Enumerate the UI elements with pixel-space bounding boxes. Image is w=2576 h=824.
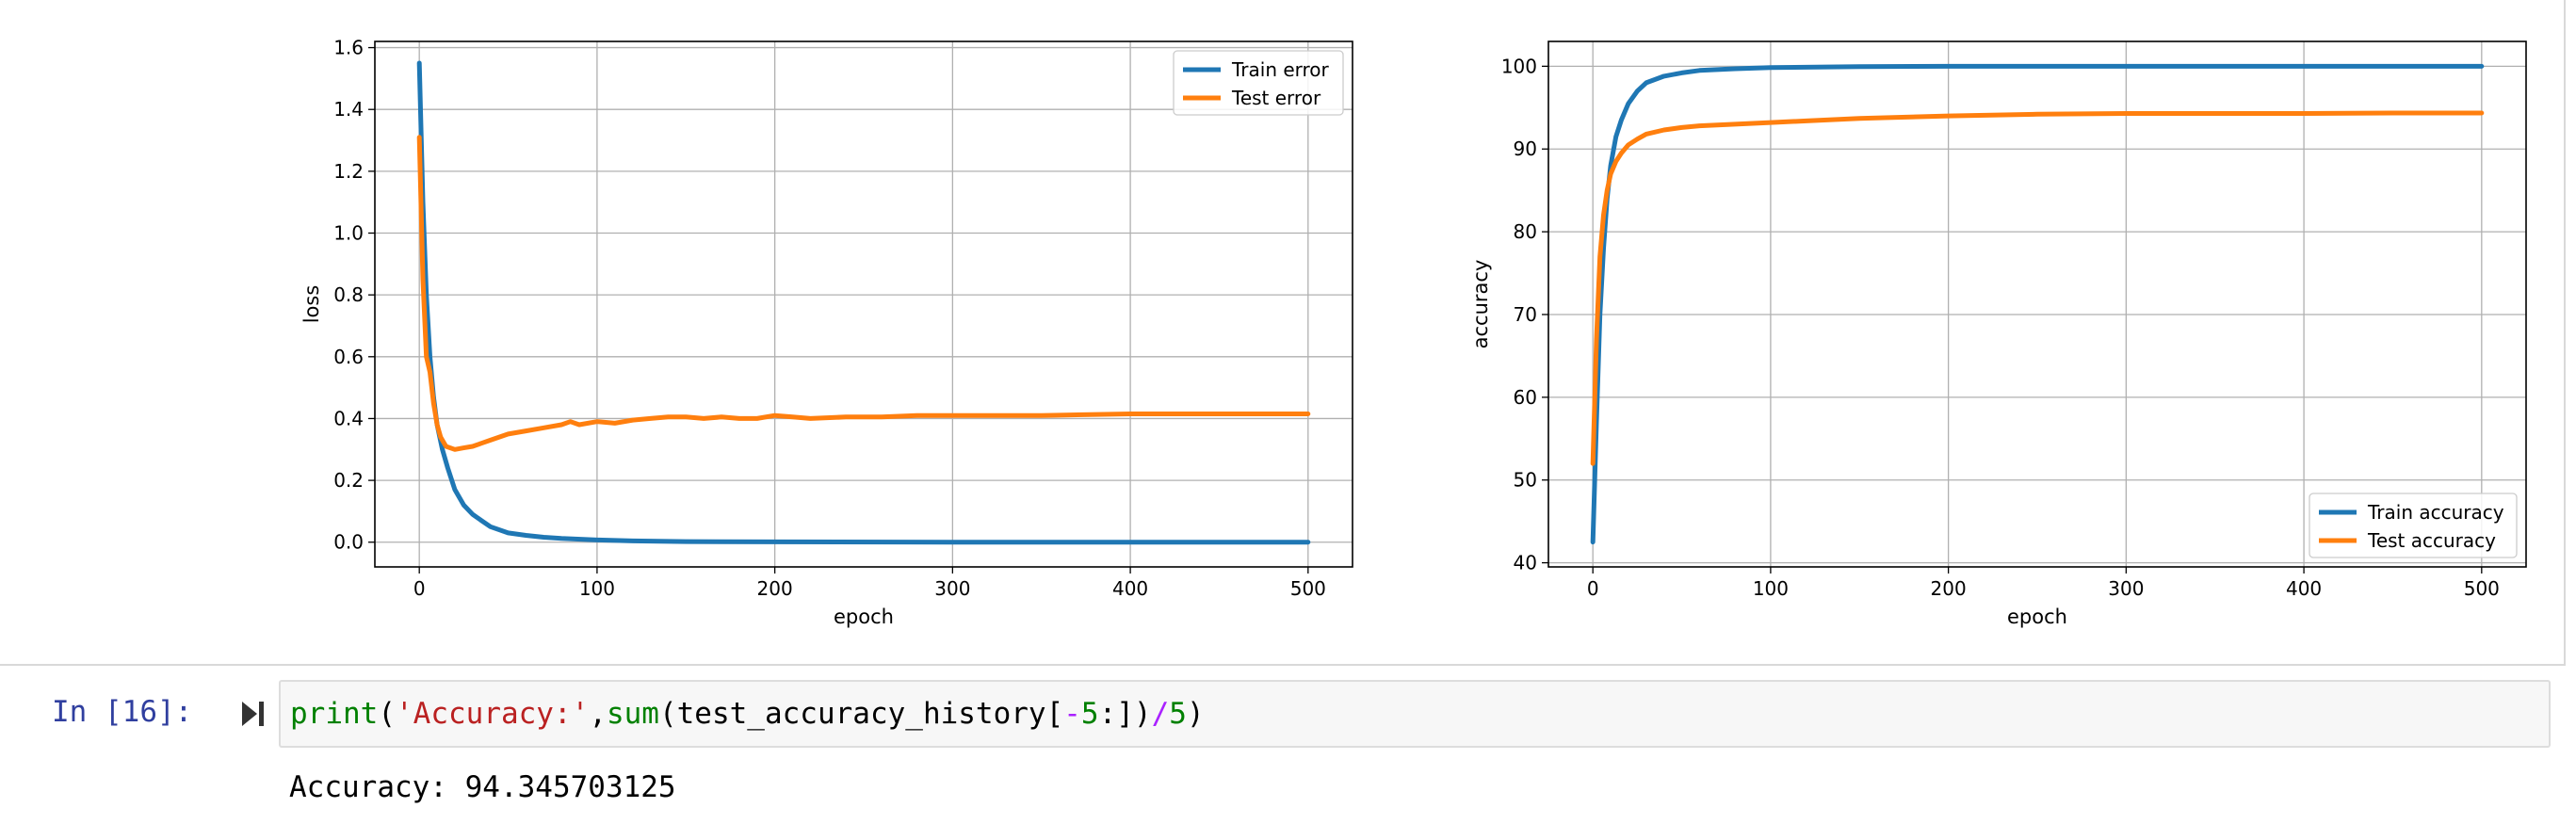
loss-chart-y-tick-label: 0.0 — [333, 531, 364, 554]
accuracy-chart-y-tick-label: 80 — [1514, 220, 1537, 243]
accuracy-chart-y-axis-label: accuracy — [1469, 260, 1492, 349]
loss-chart-x-tick-label: 400 — [1112, 577, 1148, 600]
accuracy-chart-legend: Train accuracy Test accuracy — [2309, 493, 2518, 558]
code-cell-editor[interactable]: print('Accuracy:',sum(test_accuracy_hist… — [279, 680, 2551, 748]
code-token-sum: sum — [606, 697, 659, 731]
accuracy-chart-legend-label-1: Test accuracy — [2367, 529, 2496, 552]
accuracy-chart-x-tick-label: 100 — [1753, 577, 1789, 600]
accuracy-chart-y-tick-label: 70 — [1514, 303, 1537, 326]
loss-chart-y-tick-label: 1.2 — [333, 160, 364, 183]
accuracy-chart-legend-label-0: Train accuracy — [2367, 501, 2504, 524]
code-token-comma: , — [589, 697, 607, 731]
loss-chart-x-tick-label: 200 — [757, 577, 793, 600]
accuracy-chart-y-tick-label: 100 — [1501, 55, 1537, 77]
accuracy-chart-y-tick-label: 40 — [1514, 552, 1537, 574]
code-token-minus: - — [1063, 697, 1081, 731]
code-token-paren: ( — [378, 697, 396, 731]
loss-chart-y-tick-label: 0.2 — [333, 469, 364, 492]
loss-chart-y-tick-label: 1.6 — [333, 37, 364, 59]
loss-chart-y-tick-label: 0.6 — [333, 346, 364, 368]
code-token-divisor: 5 — [1169, 697, 1187, 731]
loss-chart-y-tick-label: 1.4 — [333, 98, 364, 121]
loss-chart-y-tick-label: 0.8 — [333, 283, 364, 306]
loss-chart-x-tick-label: 500 — [1290, 577, 1326, 600]
accuracy-chart-axes-frame — [1547, 40, 2527, 568]
accuracy-chart-x-tick-label: 200 — [1931, 577, 1967, 600]
accuracy-chart-y-tick-label: 50 — [1514, 469, 1537, 492]
loss-chart-plot-area — [375, 41, 1353, 567]
cell-output-area: 0 100 200 300 400 500 0.0 0.2 0.4 0.6 0.8 1.0 1.2 1.4… — [0, 0, 2566, 666]
cell-output-text: Accuracy: 94.345703125 — [289, 770, 676, 804]
loss-chart-y-tick-label: 0.4 — [333, 407, 364, 429]
accuracy-chart-x-tick-label: 0 — [1587, 577, 1599, 600]
accuracy-chart-series-line-1 — [1590, 110, 2485, 466]
code-token-slice-end: :]) — [1098, 697, 1152, 731]
accuracy-chart-y-tick-label: 90 — [1514, 137, 1537, 160]
accuracy-chart-plot-area — [1548, 41, 2526, 567]
accuracy-chart-x-tick-label: 300 — [2108, 577, 2144, 600]
loss-chart-x-tick-label: 100 — [579, 577, 615, 600]
accuracy-chart-x-tick-label: 500 — [2464, 577, 2500, 600]
code-token-string: 'Accuracy:' — [396, 697, 590, 731]
accuracy-chart-x-axis-label: epoch — [2007, 606, 2067, 628]
loss-chart: 0 100 200 300 400 500 0.0 0.2 0.4 0.6 0.8 1.0 1.2 1.4… — [300, 37, 1353, 628]
loss-chart-legend-label-1: Test error — [1231, 87, 1321, 109]
code-token-divide: / — [1151, 697, 1170, 731]
code-line: print('Accuracy:',sum(test_accuracy_hist… — [290, 697, 1205, 731]
loss-chart-legend: Train error Test error — [1173, 50, 1344, 116]
loss-chart-y-axis-label: loss — [300, 285, 323, 324]
loss-chart-series-line-1 — [416, 135, 1311, 452]
cell-prompt: In [16]: — [52, 695, 193, 729]
code-token-print: print — [290, 697, 379, 731]
code-token-variable: (test_accuracy_history[ — [658, 697, 1064, 731]
training-plots: 0 100 200 300 400 5000.00.20.40.60.81.01.21.4… — [300, 37, 2527, 628]
accuracy-chart-legend-box — [2309, 493, 2518, 558]
accuracy-chart-series-line-0 — [1590, 63, 2485, 545]
loss-chart-legend-label-0: Train error — [1231, 58, 1330, 81]
run-cell-icon[interactable] — [240, 700, 267, 728]
loss-chart-x-axis-label: epoch — [834, 606, 894, 628]
accuracy-chart-x-tick-label: 400 — [2286, 577, 2322, 600]
accuracy-chart-y-tick-label: 60 — [1514, 386, 1537, 409]
loss-chart-axes-frame — [374, 40, 1353, 568]
loss-chart-y-tick-label: 1.0 — [333, 222, 364, 245]
code-token-close-paren: ) — [1186, 697, 1205, 731]
loss-chart-x-tick-label: 300 — [934, 577, 970, 600]
loss-chart-x-tick-label: 0 — [413, 577, 426, 600]
accuracy-chart: 0 100 200 300 400 500 40 50 60 70 80 90 100 epoch accu… — [1469, 40, 2527, 628]
code-token-number: 5 — [1080, 697, 1099, 731]
